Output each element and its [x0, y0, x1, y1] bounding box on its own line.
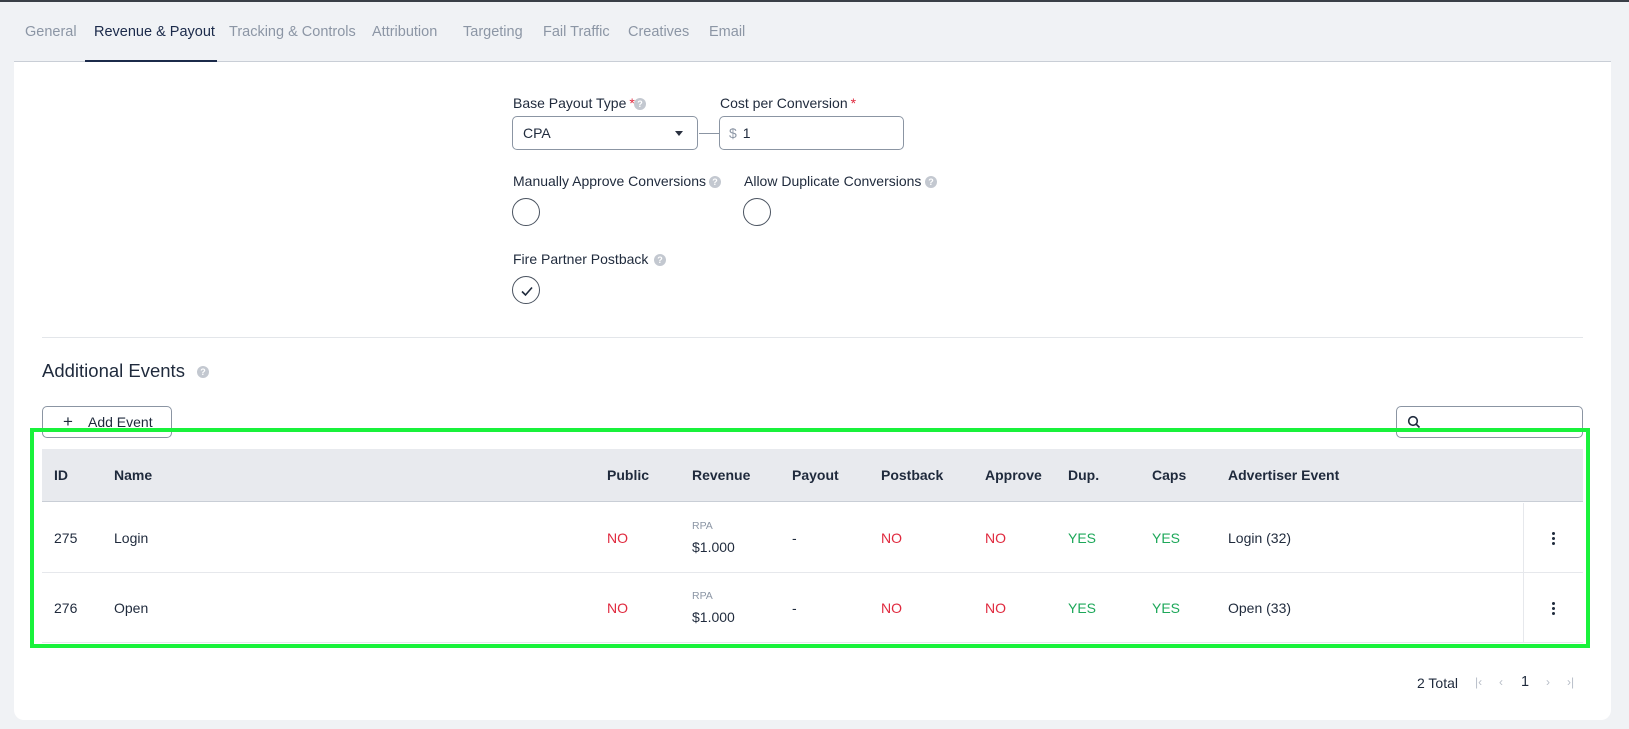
- tab-fail-traffic[interactable]: Fail Traffic: [543, 24, 610, 40]
- col-header-dup[interactable]: Dup.: [1068, 467, 1100, 483]
- cost-per-conversion-value: 1: [742, 125, 751, 141]
- plus-icon: +: [63, 412, 73, 431]
- advertiser-event: Login (32): [1228, 530, 1292, 546]
- tab-creatives[interactable]: Creatives: [628, 24, 690, 40]
- tab-revenue-payout[interactable]: Revenue & Payout: [94, 24, 215, 40]
- pagination-total: 2 Total: [1417, 675, 1458, 691]
- revenue-type: RPA: [692, 590, 713, 602]
- caps-status: YES: [1152, 530, 1181, 546]
- page-number[interactable]: 1: [1521, 674, 1530, 690]
- tab-bar: General Revenue & Payout Tracking & Cont…: [14, 2, 1611, 62]
- prev-page-icon[interactable]: ‹: [1499, 675, 1503, 689]
- postback-status: NO: [881, 600, 902, 616]
- col-header-revenue[interactable]: Revenue: [692, 467, 751, 483]
- help-icon[interactable]: ?: [925, 176, 937, 188]
- checkmark-icon: [521, 286, 533, 297]
- search-icon: [1407, 415, 1421, 429]
- help-icon[interactable]: ?: [634, 98, 646, 110]
- event-name: Login: [114, 530, 149, 546]
- required-mark: *: [850, 95, 857, 111]
- event-name: Open: [114, 600, 149, 616]
- event-id: 276: [54, 600, 78, 616]
- help-icon[interactable]: ?: [197, 366, 209, 378]
- last-page-icon[interactable]: ›|: [1567, 675, 1575, 689]
- table-row[interactable]: 275 Login NO RPA $1.000 - NO NO YES YES …: [42, 503, 1583, 573]
- additional-events-title: Additional Events: [42, 360, 185, 381]
- dup-status: YES: [1068, 530, 1097, 546]
- public-status: NO: [607, 600, 628, 616]
- payout-value: -: [792, 600, 797, 616]
- active-tab-indicator: [85, 60, 217, 62]
- fire-partner-postback-label: Fire Partner Postback: [513, 251, 649, 267]
- col-header-name[interactable]: Name: [114, 467, 153, 483]
- revenue-type: RPA: [692, 520, 713, 532]
- help-icon[interactable]: ?: [709, 176, 721, 188]
- add-event-button[interactable]: + Add Event: [42, 406, 172, 438]
- base-payout-type-select[interactable]: CPA: [512, 116, 698, 150]
- manually-approve-label: Manually Approve Conversions: [513, 173, 706, 189]
- tab-general[interactable]: General: [25, 24, 77, 40]
- caps-status: YES: [1152, 600, 1181, 616]
- col-header-caps[interactable]: Caps: [1152, 467, 1187, 483]
- fire-partner-postback-checkbox[interactable]: [512, 276, 540, 304]
- tab-email[interactable]: Email: [709, 24, 746, 40]
- advertiser-event: Open (33): [1228, 600, 1292, 616]
- event-id: 275: [54, 530, 78, 546]
- table-row[interactable]: 276 Open NO RPA $1.000 - NO NO YES YES O…: [42, 573, 1583, 643]
- caret-down-icon: [675, 131, 683, 136]
- table-header: ID Name Public Revenue Payout Postback A…: [42, 449, 1583, 502]
- cost-per-conversion-label: Cost per Conversion *: [720, 95, 857, 111]
- revenue-payout-panel: Base Payout Type * ? CPA Cost per Convers…: [14, 62, 1611, 720]
- section-divider: [42, 337, 1583, 338]
- next-page-icon[interactable]: ›: [1546, 675, 1550, 689]
- row-actions-kebab-icon[interactable]: [1523, 503, 1583, 572]
- payout-value: -: [792, 530, 797, 546]
- tab-tracking-controls[interactable]: Tracking & Controls: [229, 24, 356, 40]
- add-event-label: Add Event: [88, 414, 153, 430]
- col-header-advertiser-event[interactable]: Advertiser Event: [1228, 467, 1340, 483]
- required-mark: *: [629, 95, 635, 111]
- approve-status: NO: [985, 530, 1006, 546]
- tab-attribution[interactable]: Attribution: [372, 24, 438, 40]
- col-header-id[interactable]: ID: [54, 467, 68, 483]
- row-actions-kebab-icon[interactable]: [1523, 573, 1583, 642]
- base-payout-type-value: CPA: [523, 125, 551, 141]
- col-header-public[interactable]: Public: [607, 467, 650, 483]
- col-header-approve[interactable]: Approve: [985, 467, 1042, 483]
- first-page-icon[interactable]: |‹: [1475, 675, 1483, 689]
- currency-prefix: $: [729, 125, 737, 141]
- col-header-postback[interactable]: Postback: [881, 467, 944, 483]
- revenue-value: $1.000: [692, 609, 735, 625]
- dup-status: YES: [1068, 600, 1097, 616]
- tab-targeting[interactable]: Targeting: [463, 24, 523, 40]
- field-connector: [699, 133, 719, 134]
- event-search-input[interactable]: [1396, 406, 1583, 438]
- cost-per-conversion-input[interactable]: $1: [719, 116, 904, 150]
- public-status: NO: [607, 530, 628, 546]
- allow-duplicate-label: Allow Duplicate Conversions: [744, 173, 922, 189]
- top-border: [0, 0, 1629, 2]
- events-table: ID Name Public Revenue Payout Postback A…: [42, 449, 1583, 662]
- approve-status: NO: [985, 600, 1006, 616]
- allow-duplicate-checkbox[interactable]: [743, 198, 771, 226]
- manually-approve-checkbox[interactable]: [512, 198, 540, 226]
- revenue-value: $1.000: [692, 539, 735, 555]
- help-icon[interactable]: ?: [654, 254, 666, 266]
- postback-status: NO: [881, 530, 902, 546]
- base-payout-type-label: Base Payout Type *: [513, 95, 635, 111]
- col-header-payout[interactable]: Payout: [792, 467, 839, 483]
